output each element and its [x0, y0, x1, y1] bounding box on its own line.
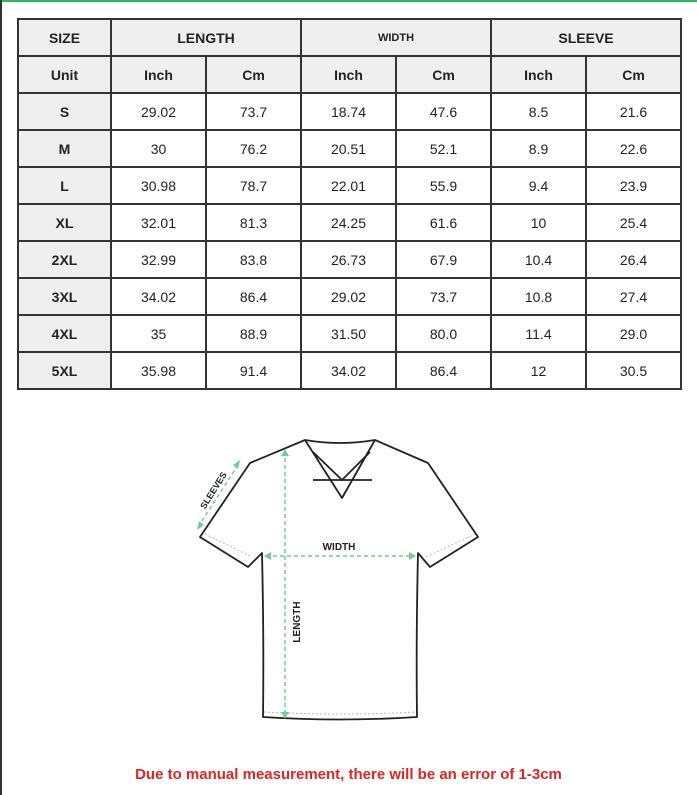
value-cell: 35.98: [110, 351, 207, 390]
unit-inch: Inch: [490, 55, 587, 94]
size-cell: 3XL: [17, 277, 112, 316]
value-cell: 88.9: [205, 314, 302, 353]
size-row: L 30.98 78.7 22.01 55.9 9.4 23.9: [17, 166, 682, 205]
value-cell: 78.7: [205, 166, 302, 205]
value-cell: 12: [490, 351, 587, 390]
value-cell: 32.99: [110, 240, 207, 279]
arrow-heads: [197, 449, 416, 719]
value-cell: 8.5: [490, 92, 587, 131]
size-cell: S: [17, 92, 112, 131]
sleeve-header: SLEEVE: [490, 18, 682, 57]
value-cell: 24.25: [300, 203, 397, 242]
size-cell: M: [17, 129, 112, 168]
size-row: 5XL 35.98 91.4 34.02 86.4 12 30.5: [17, 351, 682, 390]
value-cell: 27.4: [585, 277, 682, 316]
size-cell: 4XL: [17, 314, 112, 353]
value-cell: 9.4: [490, 166, 587, 205]
value-cell: 52.1: [395, 129, 492, 168]
value-cell: 47.6: [395, 92, 492, 131]
measure-arrows: [197, 451, 414, 716]
measurement-note: Due to manual measurement, there will be…: [135, 766, 562, 783]
sleeve-arrow: [197, 461, 241, 528]
unit-cm: Cm: [585, 55, 682, 94]
value-cell: 18.74: [300, 92, 397, 131]
value-cell: 25.4: [585, 203, 682, 242]
value-cell: 34.02: [300, 351, 397, 390]
size-row: 2XL 32.99 83.8 26.73 67.9 10.4 26.4: [17, 240, 682, 279]
value-cell: 73.7: [205, 92, 302, 131]
value-cell: 22.6: [585, 129, 682, 168]
width-label: WIDTH: [323, 542, 356, 553]
value-cell: 83.8: [205, 240, 302, 279]
value-cell: 21.6: [585, 92, 682, 131]
value-cell: 91.4: [205, 351, 302, 390]
value-cell: 32.01: [110, 203, 207, 242]
size-cell: L: [17, 166, 112, 205]
length-header: LENGTH: [110, 18, 302, 57]
value-cell: 26.4: [585, 240, 682, 279]
value-cell: 20.51: [300, 129, 397, 168]
value-cell: 30.98: [110, 166, 207, 205]
size-cell: 5XL: [17, 351, 112, 390]
unit-row: Unit Inch Cm Inch Cm Inch Cm: [17, 55, 682, 94]
value-cell: 8.9: [490, 129, 587, 168]
size-cell: XL: [17, 203, 112, 242]
size-row: 3XL 34.02 86.4 29.02 73.7 10.8 27.4: [17, 277, 682, 316]
value-cell: 76.2: [205, 129, 302, 168]
size-row: XL 32.01 81.3 24.25 61.6 10 25.4: [17, 203, 682, 242]
value-cell: 34.02: [110, 277, 207, 316]
sleeves-label: SLEEVES: [198, 470, 228, 511]
hem-stitching: [204, 533, 476, 715]
value-cell: 29.0: [585, 314, 682, 353]
value-cell: 61.6: [395, 203, 492, 242]
value-cell: 22.01: [300, 166, 397, 205]
value-cell: 35: [110, 314, 207, 353]
shirt-outline: [199, 439, 479, 721]
size-row: S 29.02 73.7 18.74 47.6 8.5 21.6: [17, 92, 682, 131]
value-cell: 10: [490, 203, 587, 242]
value-cell: 73.7: [395, 277, 492, 316]
size-row: 4XL 35 88.9 31.50 80.0 11.4 29.0: [17, 314, 682, 353]
value-cell: 10.8: [490, 277, 587, 316]
unit-label: Unit: [17, 55, 112, 94]
value-cell: 80.0: [395, 314, 492, 353]
size-header: SIZE: [17, 18, 112, 57]
size-chart-table: SIZE LENGTH WIDTH SLEEVE Unit Inch Cm In…: [17, 18, 682, 390]
length-label: LENGTH: [292, 601, 303, 642]
value-cell: 30.5: [585, 351, 682, 390]
value-cell: 26.73: [300, 240, 397, 279]
value-cell: 11.4: [490, 314, 587, 353]
unit-inch: Inch: [300, 55, 397, 94]
left-border: [0, 0, 2, 795]
value-cell: 23.9: [585, 166, 682, 205]
value-cell: 86.4: [205, 277, 302, 316]
group-header-row: SIZE LENGTH WIDTH SLEEVE: [17, 18, 682, 57]
value-cell: 29.02: [110, 92, 207, 131]
width-header: WIDTH: [300, 18, 492, 57]
value-cell: 81.3: [205, 203, 302, 242]
unit-inch: Inch: [110, 55, 207, 94]
size-row: M 30 76.2 20.51 52.1 8.9 22.6: [17, 129, 682, 168]
value-cell: 30: [110, 129, 207, 168]
size-cell: 2XL: [17, 240, 112, 279]
top-accent-line: [0, 0, 697, 2]
value-cell: 86.4: [395, 351, 492, 390]
value-cell: 67.9: [395, 240, 492, 279]
unit-cm: Cm: [395, 55, 492, 94]
value-cell: 55.9: [395, 166, 492, 205]
unit-cm: Cm: [205, 55, 302, 94]
value-cell: 10.4: [490, 240, 587, 279]
value-cell: 31.50: [300, 314, 397, 353]
value-cell: 29.02: [300, 277, 397, 316]
